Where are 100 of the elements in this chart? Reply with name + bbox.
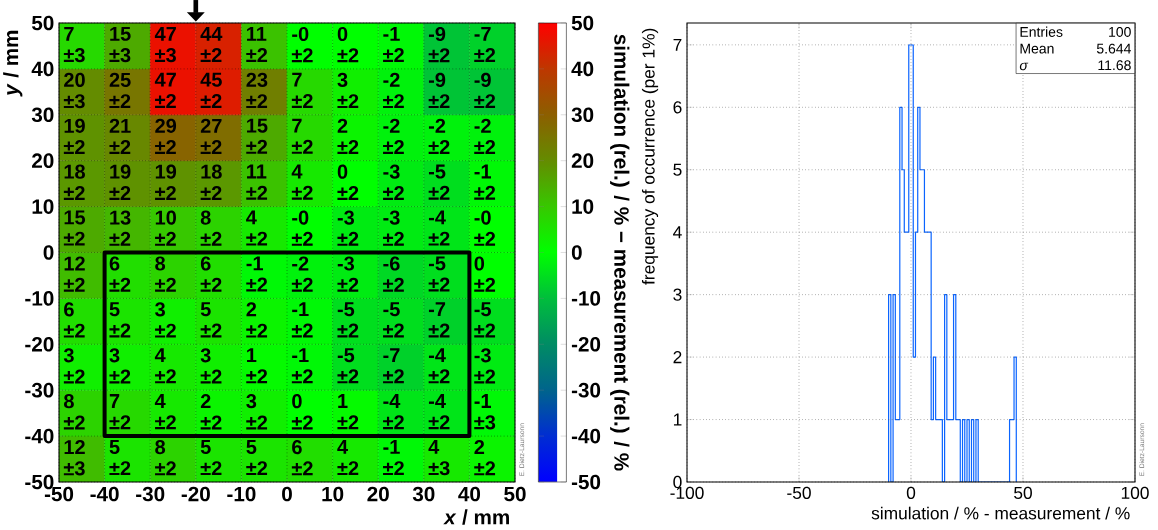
data-label: -2 ±2 — [383, 72, 404, 109]
data-label: 3 ±2 — [155, 302, 176, 338]
data-label: 23 ±2 — [246, 72, 268, 109]
data-label: 19 ±2 — [109, 164, 131, 200]
data-label: 3 ±2 — [200, 348, 222, 384]
data-label: 2 ±2 — [200, 394, 222, 430]
data-label: 13 ±2 — [109, 210, 131, 246]
data-label: 11 ±2 — [246, 26, 268, 63]
data-label: 12 ±3 — [63, 440, 85, 476]
y-tick-label: 2 — [673, 351, 682, 364]
x-tick-label: 30 — [412, 486, 435, 502]
x-axis-title: simulation / % - measurement / % — [871, 506, 1130, 520]
y-tick-label: 20 — [32, 153, 54, 169]
y-tick-label: -40 — [25, 428, 54, 444]
data-label: -0 ±2 — [291, 26, 313, 63]
color-bar-label: 0 — [571, 245, 582, 260]
data-label: 29 ±2 — [155, 118, 177, 155]
data-label: 7 ±3 — [63, 26, 85, 63]
data-label: 4 ±2 — [154, 348, 176, 384]
y-tick-label: 1 — [673, 413, 682, 426]
data-label: -1 ±2 — [474, 164, 496, 200]
data-label: 6 ±2 — [291, 440, 313, 476]
data-label: 0 ±2 — [291, 394, 313, 430]
data-label: 21 ±2 — [109, 118, 131, 155]
x-tick-label: -10 — [227, 486, 256, 502]
x-tick-label: 50 — [504, 486, 526, 502]
data-label: 18 ±2 — [63, 164, 85, 200]
data-label: -2 ±2 — [291, 256, 313, 292]
data-label: 6 ±2 — [200, 256, 222, 292]
data-label: 3 ±2 — [109, 348, 131, 384]
data-label: -9 ±2 — [474, 72, 496, 109]
data-label: 47 ±2 — [154, 72, 176, 108]
y-tick-label: 50 — [31, 15, 54, 31]
data-label: -3 ±2 — [383, 164, 404, 200]
data-label: 7 ±2 — [291, 72, 313, 108]
data-label: 4 ±2 — [291, 164, 313, 200]
annotation: 11.68 — [1098, 60, 1131, 71]
x-tick-label: 50 — [1014, 486, 1032, 499]
data-label: 5 ±2 — [109, 440, 131, 476]
data-label: 8 ±2 — [155, 256, 176, 292]
y-tick-label: 5 — [673, 163, 682, 176]
data-label: 1 ±2 — [246, 348, 268, 384]
data-label: 6 ±2 — [109, 256, 131, 292]
data-label: 1 ±2 — [337, 394, 359, 430]
data-label: 0 ±2 — [337, 26, 359, 63]
y-tick-label: 0 — [43, 245, 54, 260]
data-label: 7 ±2 — [109, 394, 131, 430]
data-label: -3 ±2 — [383, 210, 404, 246]
x-tick-label: -30 — [136, 486, 165, 502]
data-label: -4 ±2 — [428, 348, 450, 384]
x-tick-label: 0 — [906, 486, 916, 499]
data-label: 4 ±3 — [428, 440, 450, 476]
color-bar-label: -20 — [571, 336, 601, 352]
color-bar-label: 10 — [572, 199, 594, 214]
data-label: -5 ±2 — [383, 302, 404, 338]
data-label: -1 ±2 — [291, 302, 313, 338]
data-label: 3 ±2 — [63, 348, 85, 384]
data-label: -1 ±2 — [383, 440, 404, 476]
annotation: Mean — [1020, 43, 1054, 54]
data-label: 27 ±2 — [200, 118, 222, 155]
color-bar-label: -30 — [571, 382, 601, 398]
data-label: 25 ±2 — [109, 72, 131, 109]
data-label: -7 ±2 — [474, 26, 496, 63]
data-label: -3 ±2 — [337, 210, 359, 246]
x-tick-label: -40 — [90, 486, 119, 502]
annotation: Entries — [1020, 26, 1063, 37]
data-label: -0 ±2 — [291, 210, 313, 246]
color-bar-label: 30 — [571, 107, 594, 123]
data-label: -1 ±2 — [383, 26, 404, 63]
color-bar-label: 20 — [571, 153, 594, 169]
data-label: 4 ±2 — [246, 210, 268, 246]
data-label: -7 ±2 — [428, 302, 450, 338]
data-label: 0 ±2 — [474, 256, 496, 292]
y-tick-label: 4 — [673, 226, 682, 239]
x-tick-label: 40 — [458, 486, 481, 502]
data-label: 19 ±2 — [155, 164, 177, 200]
data-label: -4 ±2 — [428, 394, 450, 430]
y-tick-label: 7 — [673, 38, 682, 51]
data-label: 15 ±2 — [246, 118, 268, 154]
color-bar-label: 40 — [571, 61, 594, 77]
data-label: 5 ±2 — [200, 440, 222, 476]
data-label: 5 ±2 — [109, 302, 131, 338]
data-label: 10 ±2 — [155, 210, 176, 246]
data-label: -6 ±2 — [383, 256, 404, 292]
x-tick-label: 100 — [1121, 486, 1149, 499]
y-tick-label: 30 — [31, 107, 54, 123]
data-label: 20 ±3 — [63, 72, 85, 109]
data-label: -4 ±2 — [383, 394, 404, 430]
data-label: -7 ±2 — [383, 348, 404, 384]
data-label: 8 ±2 — [200, 210, 222, 246]
data-label: 5 ±2 — [246, 440, 268, 476]
data-label: -5 ±2 — [337, 302, 359, 338]
x-tick-label: -20 — [181, 486, 210, 502]
data-label: -5 ±2 — [337, 348, 359, 384]
data-label: 44 ±2 — [200, 26, 223, 63]
x-tick-label: -100 — [670, 486, 704, 499]
x-tick-label: 10 — [322, 486, 344, 502]
data-label: 8 ±2 — [63, 394, 85, 430]
data-label: 19 ±2 — [63, 118, 85, 155]
y-axis-title: frequency of occurrence (per 1%) — [641, 28, 659, 285]
